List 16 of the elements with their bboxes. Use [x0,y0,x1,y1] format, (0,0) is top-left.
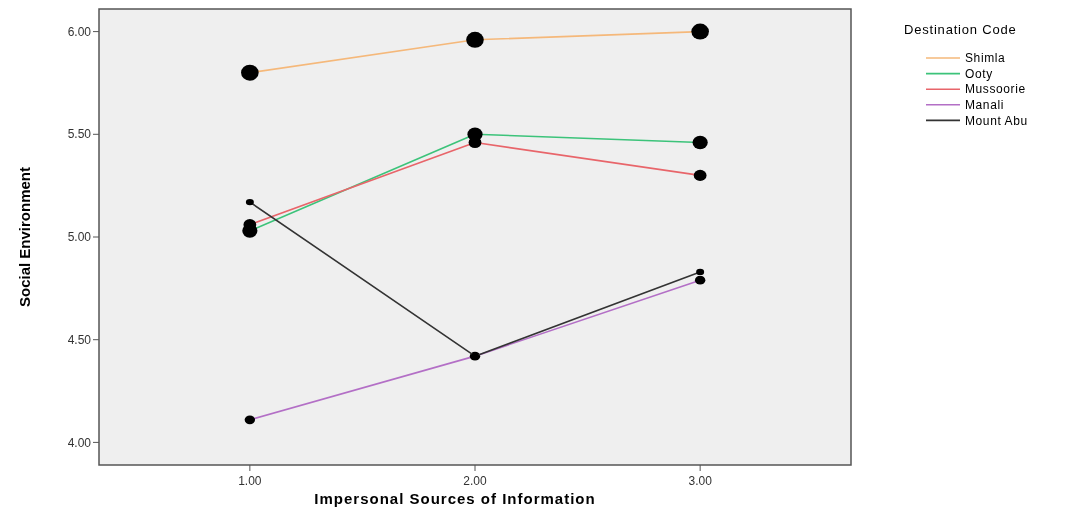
y-tick-label: 5.50 [67,127,92,142]
legend-label: Manali [965,98,1004,112]
legend-title: Destination Code [904,22,1017,37]
legend-label: Ooty [965,66,993,81]
y-tick-label: 6.00 [67,24,92,39]
x-tick-label: 3.00 [688,474,713,488]
y-tick-label: 4.00 [67,435,92,450]
x-tick-label: 2.00 [463,474,487,488]
x-tick-label: 1.00 [238,474,262,488]
y-axis-title: Social Environment [16,166,33,308]
legend-label: Mussoorie [965,82,1026,97]
y-tick-label: 5.00 [67,230,92,245]
y-tick-label: 4.50 [67,332,92,347]
legend-label: Shimla [965,51,1006,66]
legend-label: Mount Abu [965,113,1028,128]
x-axis-title: Impersonal Sources of Information [314,490,596,507]
